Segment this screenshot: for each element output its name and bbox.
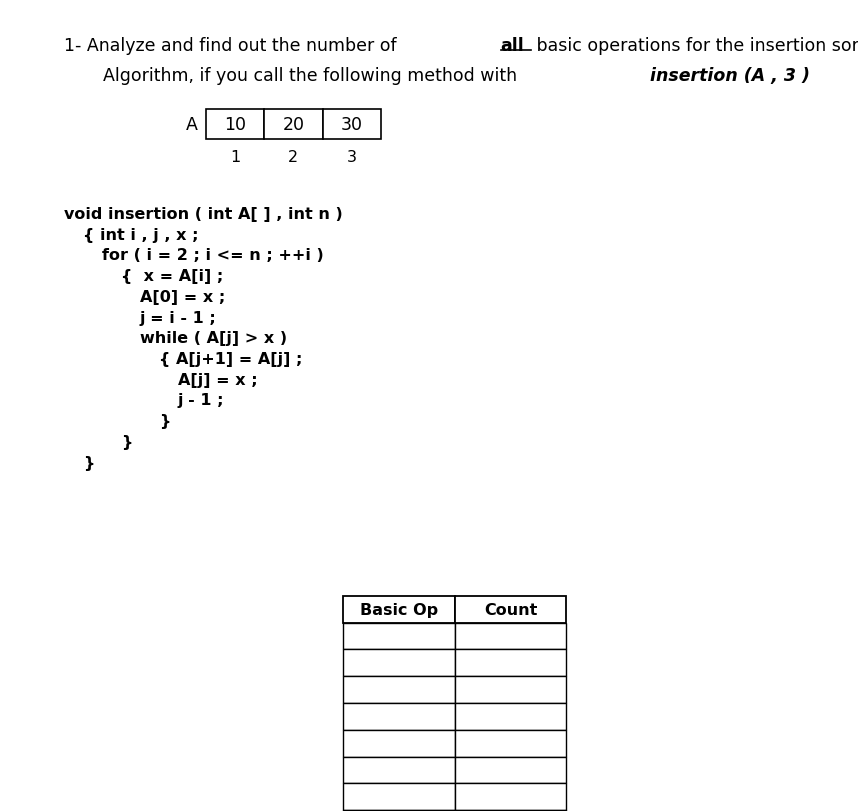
Bar <box>343 810 455 811</box>
Bar <box>455 730 566 757</box>
Bar <box>343 596 455 623</box>
Text: 10: 10 <box>224 116 246 134</box>
Text: { int i , j , x ;: { int i , j , x ; <box>83 227 199 242</box>
Bar <box>343 757 455 783</box>
Text: basic operations for the insertion sort: basic operations for the insertion sort <box>531 36 858 54</box>
Bar <box>343 650 455 676</box>
Text: insertion (A , 3 ): insertion (A , 3 ) <box>644 67 811 85</box>
Text: Algorithm, if you call the following method with: Algorithm, if you call the following met… <box>103 67 523 85</box>
Bar <box>264 109 323 140</box>
Text: {  x = A[i] ;: { x = A[i] ; <box>121 269 223 284</box>
Bar <box>343 730 455 757</box>
Text: }: } <box>121 434 132 449</box>
Bar <box>455 703 566 730</box>
Text: j - 1 ;: j - 1 ; <box>178 393 224 408</box>
Text: 3: 3 <box>347 150 357 165</box>
Text: 1: 1 <box>230 150 240 165</box>
Text: void insertion ( int A[ ] , int n ): void insertion ( int A[ ] , int n ) <box>64 207 343 221</box>
Text: { A[j+1] = A[j] ;: { A[j+1] = A[j] ; <box>159 352 302 367</box>
Text: 20: 20 <box>282 116 305 134</box>
Bar <box>455 650 566 676</box>
Text: j = i - 1 ;: j = i - 1 ; <box>140 311 216 325</box>
Bar <box>343 783 455 810</box>
Bar <box>455 676 566 703</box>
Bar <box>343 703 455 730</box>
Text: while ( A[j] > x ): while ( A[j] > x ) <box>140 331 287 345</box>
Text: A[0] = x ;: A[0] = x ; <box>140 290 225 304</box>
Text: all: all <box>500 36 524 54</box>
Bar <box>455 757 566 783</box>
Bar <box>206 109 264 140</box>
Bar <box>455 596 566 623</box>
Bar <box>455 810 566 811</box>
Text: 30: 30 <box>341 116 363 134</box>
Bar <box>455 783 566 810</box>
Text: A[j] = x ;: A[j] = x ; <box>178 372 257 387</box>
Text: }: } <box>83 455 94 470</box>
Text: }: } <box>159 414 170 428</box>
Text: Basic Op: Basic Op <box>360 602 438 617</box>
Bar <box>343 623 455 650</box>
Bar <box>343 676 455 703</box>
Text: 1- Analyze and find out the number of: 1- Analyze and find out the number of <box>64 36 402 54</box>
Text: 2: 2 <box>288 150 299 165</box>
Text: A: A <box>185 116 197 134</box>
Text: for ( i = 2 ; i <= n ; ++i ): for ( i = 2 ; i <= n ; ++i ) <box>102 248 323 263</box>
Bar <box>323 109 381 140</box>
Text: Count: Count <box>484 602 537 617</box>
Bar <box>455 623 566 650</box>
